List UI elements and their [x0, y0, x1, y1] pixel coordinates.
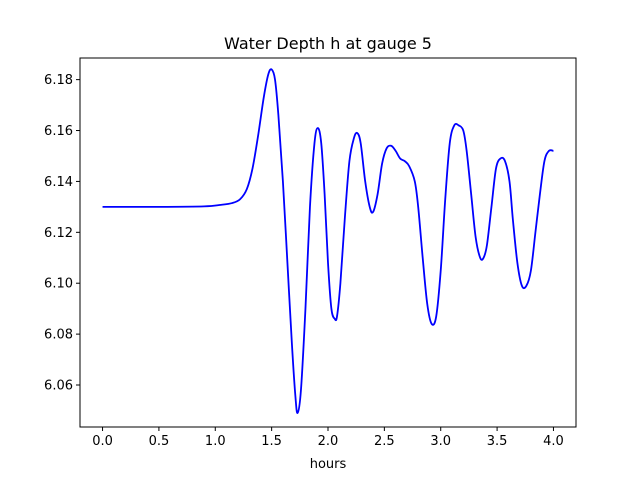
x-tick-label: 2.0 [318, 434, 339, 449]
y-tick-label: 6.14 [44, 175, 73, 190]
y-tick-label: 6.16 [44, 124, 73, 139]
x-tick-label: 3.0 [430, 434, 451, 449]
y-tick-label: 6.12 [44, 226, 73, 241]
y-tick-label: 6.18 [44, 73, 73, 88]
x-tick-label: 4.0 [543, 434, 564, 449]
x-tick-label: 3.5 [487, 434, 508, 449]
x-tick-label: 0.0 [92, 434, 113, 449]
y-tick-label: 6.08 [44, 328, 73, 343]
y-tick-label: 6.06 [44, 379, 73, 394]
y-axis: 6.06 6.08 6.10 6.12 6.14 6.16 6.18 [44, 73, 80, 394]
series-line-0 [102, 68, 554, 414]
x-tick-label: 1.0 [205, 434, 226, 449]
y-tick-label: 6.10 [44, 277, 73, 292]
x-tick-label: 2.5 [374, 434, 395, 449]
x-axis-label: hours [310, 457, 347, 472]
x-tick-label: 0.5 [149, 434, 170, 449]
series-layer [102, 68, 554, 414]
plot-area [80, 58, 576, 427]
x-tick-label: 1.5 [261, 434, 282, 449]
x-axis: 0.0 0.5 1.0 1.5 2.0 2.5 3.0 3.5 4.0 [92, 427, 564, 449]
chart-title: Water Depth h at gauge 5 [224, 34, 432, 53]
